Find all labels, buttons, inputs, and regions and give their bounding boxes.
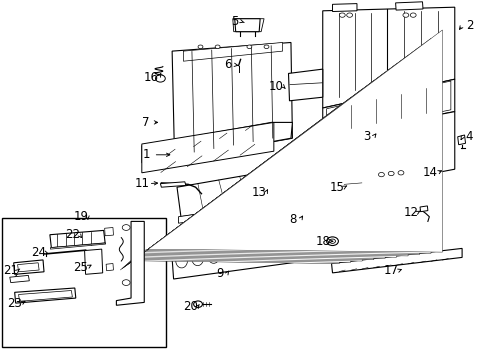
Text: 16: 16 xyxy=(144,71,159,84)
Circle shape xyxy=(397,171,403,175)
Polygon shape xyxy=(116,221,144,305)
Polygon shape xyxy=(395,2,422,10)
Text: 8: 8 xyxy=(289,213,297,226)
Circle shape xyxy=(155,75,165,82)
Polygon shape xyxy=(322,112,454,194)
Polygon shape xyxy=(343,177,362,192)
Circle shape xyxy=(329,239,335,243)
Polygon shape xyxy=(125,81,373,266)
Polygon shape xyxy=(15,288,76,303)
Text: 3: 3 xyxy=(362,130,370,143)
Text: 22: 22 xyxy=(65,228,80,241)
Polygon shape xyxy=(419,206,427,212)
Text: 13: 13 xyxy=(251,186,266,199)
Circle shape xyxy=(122,225,130,230)
Text: 25: 25 xyxy=(73,261,88,274)
Polygon shape xyxy=(171,223,318,279)
Text: 2: 2 xyxy=(465,19,472,32)
Polygon shape xyxy=(457,135,465,145)
Polygon shape xyxy=(326,81,450,135)
Circle shape xyxy=(122,280,130,285)
Text: 1: 1 xyxy=(142,148,150,161)
Circle shape xyxy=(264,45,268,49)
Circle shape xyxy=(246,45,251,49)
Polygon shape xyxy=(234,19,260,32)
Text: 6: 6 xyxy=(223,58,231,71)
Polygon shape xyxy=(122,98,350,269)
Text: 11: 11 xyxy=(134,177,149,190)
Text: 7: 7 xyxy=(142,116,149,129)
Text: 21: 21 xyxy=(3,264,18,277)
Polygon shape xyxy=(10,275,29,283)
Text: 5: 5 xyxy=(230,15,238,28)
Polygon shape xyxy=(332,4,356,12)
Polygon shape xyxy=(132,47,419,261)
Polygon shape xyxy=(128,64,396,264)
Text: 4: 4 xyxy=(465,130,472,143)
Polygon shape xyxy=(232,19,264,32)
Polygon shape xyxy=(106,264,113,271)
Polygon shape xyxy=(322,7,454,108)
Circle shape xyxy=(193,301,202,307)
Text: 24: 24 xyxy=(31,246,45,259)
Polygon shape xyxy=(84,249,102,274)
Polygon shape xyxy=(123,89,362,267)
Circle shape xyxy=(346,13,352,17)
Circle shape xyxy=(387,171,393,176)
Polygon shape xyxy=(50,230,105,248)
Polygon shape xyxy=(104,228,113,236)
Polygon shape xyxy=(371,159,410,186)
Polygon shape xyxy=(142,122,273,173)
Polygon shape xyxy=(266,184,277,196)
Text: 14: 14 xyxy=(422,166,437,179)
Polygon shape xyxy=(142,122,292,163)
Polygon shape xyxy=(120,106,339,270)
Polygon shape xyxy=(130,55,407,262)
Text: 12: 12 xyxy=(403,206,417,219)
Text: 17: 17 xyxy=(383,264,398,277)
Circle shape xyxy=(339,13,345,17)
Polygon shape xyxy=(134,39,430,260)
Polygon shape xyxy=(14,260,44,274)
Polygon shape xyxy=(288,69,322,101)
Text: 9: 9 xyxy=(216,267,224,280)
Circle shape xyxy=(215,45,220,49)
Polygon shape xyxy=(331,248,461,273)
Bar xyxy=(2,218,166,347)
Polygon shape xyxy=(183,42,282,61)
Polygon shape xyxy=(172,42,292,159)
Polygon shape xyxy=(127,72,385,265)
Circle shape xyxy=(326,237,338,246)
Circle shape xyxy=(198,45,203,49)
Circle shape xyxy=(378,172,384,177)
Polygon shape xyxy=(19,291,72,301)
Polygon shape xyxy=(177,166,318,217)
Polygon shape xyxy=(160,182,185,187)
Polygon shape xyxy=(50,243,105,249)
Circle shape xyxy=(409,13,415,17)
Text: 18: 18 xyxy=(315,235,329,248)
Text: 15: 15 xyxy=(329,181,344,194)
Text: 10: 10 xyxy=(268,80,283,93)
Text: 19: 19 xyxy=(73,210,88,222)
Text: 23: 23 xyxy=(7,297,22,310)
Circle shape xyxy=(402,13,408,17)
Text: 20: 20 xyxy=(183,300,198,313)
Polygon shape xyxy=(322,79,454,137)
Polygon shape xyxy=(18,263,39,272)
Polygon shape xyxy=(136,30,442,258)
Polygon shape xyxy=(178,196,318,223)
